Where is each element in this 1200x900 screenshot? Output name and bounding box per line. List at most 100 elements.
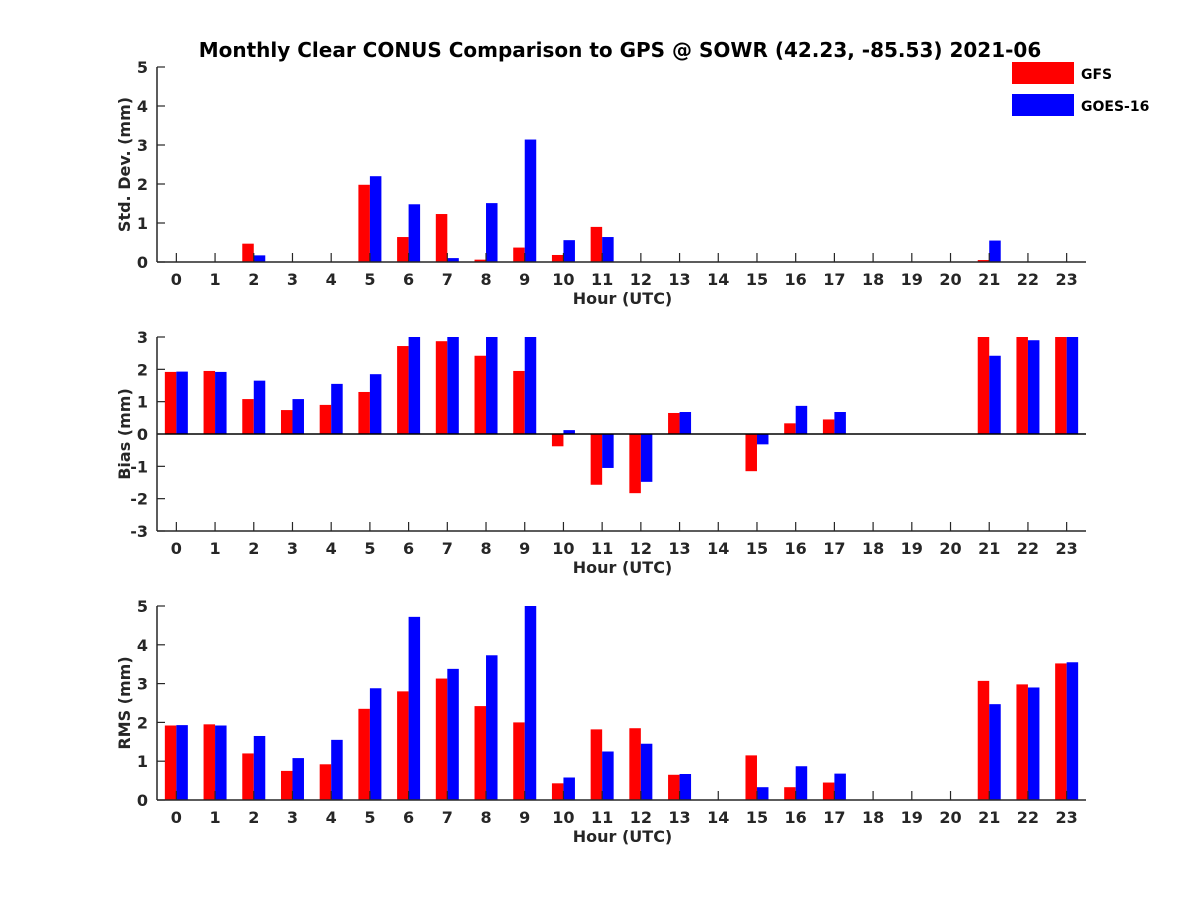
bar-gfs-hour-21 xyxy=(977,260,990,262)
bar-gfs-hour-0 xyxy=(164,725,177,800)
bar-goes16-hour-21 xyxy=(989,355,1001,434)
x-tick-label: 1 xyxy=(209,539,220,558)
y-tick-label: 3 xyxy=(137,328,148,347)
bar-gfs-hour-2 xyxy=(242,399,254,434)
bar-gfs-hour-9 xyxy=(513,722,525,800)
bar-goes16-hour-12 xyxy=(640,434,653,482)
bar-gfs-hour-9 xyxy=(513,370,525,434)
bar-goes16-hour-0 xyxy=(176,725,188,800)
legend-label-gfs: GFS xyxy=(1081,67,1112,83)
bar-goes16-hour-23 xyxy=(1066,337,1079,434)
bar-gfs-hour-12 xyxy=(629,728,641,800)
bar-goes16-hour-10 xyxy=(563,430,575,434)
bar-gfs-hour-15 xyxy=(745,755,757,800)
x-tick-label: 0 xyxy=(171,808,182,827)
y-tick-label: 0 xyxy=(137,425,148,444)
bar-gfs-hour-17 xyxy=(822,782,835,800)
x-tick-label: 7 xyxy=(442,270,453,289)
y-tick-label: 5 xyxy=(137,597,148,616)
x-axis-label: Hour (UTC) xyxy=(573,827,673,846)
bar-gfs-hour-5 xyxy=(358,184,370,262)
bar-goes16-hour-11 xyxy=(602,434,614,468)
x-tick-label: 2 xyxy=(248,270,259,289)
bar-gfs-hour-9 xyxy=(513,247,525,262)
x-tick-label: 12 xyxy=(630,270,652,289)
x-tick-label: 3 xyxy=(287,270,298,289)
bar-goes16-hour-10 xyxy=(563,777,575,800)
x-tick-label: 16 xyxy=(785,808,807,827)
x-tick-label: 1 xyxy=(209,270,220,289)
y-tick-label: 5 xyxy=(137,58,148,77)
x-tick-label: 15 xyxy=(746,539,768,558)
x-tick-label: 6 xyxy=(403,539,414,558)
x-tick-label: 15 xyxy=(746,270,768,289)
bar-goes16-hour-8 xyxy=(486,655,498,800)
x-tick-label: 2 xyxy=(248,808,259,827)
x-tick-label: 2 xyxy=(248,539,259,558)
x-tick-label: 9 xyxy=(519,270,530,289)
bar-goes16-hour-6 xyxy=(408,204,421,262)
x-tick-label: 3 xyxy=(287,808,298,827)
y-tick-label: 2 xyxy=(137,713,148,732)
x-tick-label: 12 xyxy=(630,539,652,558)
bar-gfs-hour-16 xyxy=(784,787,796,800)
x-tick-label: 23 xyxy=(1056,808,1078,827)
x-tick-label: 8 xyxy=(480,808,491,827)
bar-gfs-hour-11 xyxy=(590,226,603,262)
bar-goes16-hour-21 xyxy=(989,240,1001,262)
bar-goes16-hour-1 xyxy=(215,371,227,434)
x-tick-label: 8 xyxy=(480,270,491,289)
x-tick-label: 20 xyxy=(939,808,961,827)
x-tick-label: 11 xyxy=(591,808,613,827)
legend-swatch-gfs xyxy=(1012,62,1074,84)
bar-goes16-hour-11 xyxy=(602,751,614,800)
bar-gfs-hour-3 xyxy=(280,410,293,434)
x-tick-label: 22 xyxy=(1017,539,1039,558)
bar-gfs-hour-21 xyxy=(977,337,990,434)
x-tick-label: 0 xyxy=(171,270,182,289)
bar-goes16-hour-9 xyxy=(524,337,537,434)
x-tick-label: 4 xyxy=(326,808,337,827)
bar-goes16-hour-10 xyxy=(563,240,575,262)
bar-goes16-hour-8 xyxy=(486,337,498,434)
bar-goes16-hour-7 xyxy=(447,668,459,800)
x-axis-label: Hour (UTC) xyxy=(573,289,673,308)
bar-goes16-hour-11 xyxy=(602,237,614,262)
x-tick-label: 14 xyxy=(707,539,729,558)
bar-goes16-hour-7 xyxy=(447,258,459,262)
y-tick-label: 1 xyxy=(137,393,148,412)
y-tick-label: 0 xyxy=(137,791,148,810)
bar-goes16-hour-5 xyxy=(369,176,382,262)
x-tick-label: 10 xyxy=(552,539,574,558)
bar-gfs-hour-17 xyxy=(822,419,835,434)
legend: GFS GOES-16 xyxy=(1012,62,1149,116)
bar-gfs-hour-4 xyxy=(319,404,332,434)
bar-goes16-hour-9 xyxy=(524,139,537,262)
x-tick-label: 20 xyxy=(939,270,961,289)
bar-gfs-hour-5 xyxy=(358,391,370,434)
bar-goes16-hour-4 xyxy=(331,383,343,434)
x-tick-label: 4 xyxy=(326,539,337,558)
bar-gfs-hour-8 xyxy=(474,355,487,434)
x-tick-label: 8 xyxy=(480,539,491,558)
x-tick-label: 5 xyxy=(364,808,375,827)
x-tick-label: 22 xyxy=(1017,808,1039,827)
bar-goes16-hour-22 xyxy=(1027,340,1040,434)
bar-gfs-hour-10 xyxy=(551,783,564,800)
y-axis-label: Bias (mm) xyxy=(115,388,134,480)
x-tick-label: 7 xyxy=(442,808,453,827)
x-tick-label: 12 xyxy=(630,808,652,827)
x-tick-label: 4 xyxy=(326,270,337,289)
x-tick-label: 23 xyxy=(1056,270,1078,289)
bar-gfs-hour-2 xyxy=(242,753,254,800)
bar-gfs-hour-22 xyxy=(1016,337,1028,434)
bar-gfs-hour-13 xyxy=(668,412,680,434)
y-tick-label: 0 xyxy=(137,253,148,272)
bar-goes16-hour-23 xyxy=(1066,662,1079,800)
legend-label-goes16: GOES-16 xyxy=(1081,99,1149,115)
bar-goes16-hour-15 xyxy=(756,434,769,445)
x-tick-label: 16 xyxy=(785,539,807,558)
legend-swatch-goes16 xyxy=(1012,94,1074,116)
